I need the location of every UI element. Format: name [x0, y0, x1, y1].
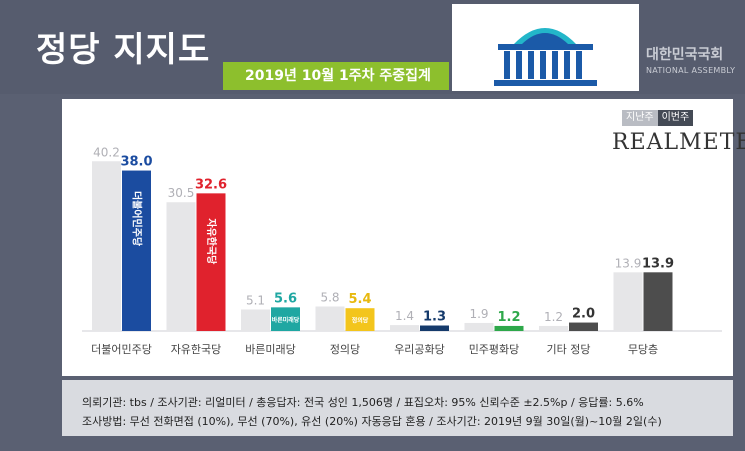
page-title: 정당 지지도: [36, 30, 211, 70]
realmeter-logo: REALMETER: [612, 130, 745, 155]
bar-current-week: [494, 325, 524, 331]
bar-previous-week: [166, 202, 196, 331]
legend-current-week: 이번주: [657, 110, 694, 126]
bar-previous-week: [464, 322, 494, 331]
assembly-name-korean: 대한민국국회: [646, 47, 724, 63]
party-support-bar-chart: 40.238.0더불어민주당더불어민주당30.532.6자유한국당자유한국당5.…: [82, 145, 722, 356]
bar-current-week: [643, 272, 673, 331]
party-logo-text: 더불어민주당: [131, 191, 144, 247]
data-label-current-week: 1.3: [423, 310, 446, 325]
data-label-current-week: 38.0: [120, 155, 152, 170]
national-assembly-logo-panel: [452, 4, 639, 91]
bar-previous-week: [315, 306, 345, 331]
category-label: 바른미래당: [245, 343, 296, 356]
data-label-previous-week: 40.2: [93, 145, 120, 159]
bar-current-week: [345, 308, 375, 331]
data-label-current-week: 13.9: [642, 256, 674, 271]
legend: 지난주 이번주: [622, 110, 694, 126]
survey-info-footer: 의뢰기관: tbs / 조사기관: 리얼미터 / 총응답자: 전국 성인 1,5…: [62, 380, 733, 436]
bar-previous-week: [539, 325, 568, 331]
bar-current-week: [271, 307, 300, 331]
data-label-current-week: 32.6: [195, 177, 227, 192]
legend-previous-week: 지난주: [622, 110, 658, 126]
bar-previous-week: [92, 161, 121, 331]
category-label: 민주평화당: [469, 343, 520, 356]
party-logo-text: 바른미래당: [272, 316, 300, 324]
bar-current-week: [122, 170, 151, 331]
category-label: 우리공화당: [394, 343, 445, 356]
party-logo-text: 정의당: [352, 317, 369, 325]
category-label: 더불어민주당: [91, 343, 152, 356]
data-label-previous-week: 1.4: [395, 309, 414, 323]
national-assembly-text: 대한민국국회 NATIONAL ASSEMBLY: [646, 44, 741, 75]
survey-info-line-2: 조사방법: 무선 전화면접 (10%), 무선 (70%), 유선 (20%) …: [82, 415, 662, 428]
bar-current-week: [196, 193, 226, 331]
bar-previous-week: [613, 272, 643, 331]
data-label-current-week: 1.2: [497, 310, 520, 325]
party-logo-text: 자유한국당: [205, 218, 218, 265]
category-label: 자유한국당: [171, 343, 222, 356]
bar-current-week: [420, 325, 449, 331]
bar-previous-week: [241, 309, 270, 331]
national-assembly-building-icon: [494, 28, 597, 86]
data-label-previous-week: 13.9: [615, 256, 642, 270]
data-label-previous-week: 1.2: [544, 310, 563, 324]
assembly-name-english: NATIONAL ASSEMBLY: [646, 66, 736, 75]
data-label-previous-week: 1.9: [469, 307, 488, 321]
survey-period-ribbon: 2019년 10월 1주차 주중집계: [223, 62, 449, 90]
data-label-previous-week: 5.1: [246, 293, 265, 307]
category-label: 무당층: [628, 343, 658, 356]
data-label-previous-week: 5.8: [320, 291, 339, 305]
data-label-current-week: 2.0: [572, 307, 595, 322]
bar-previous-week: [390, 325, 419, 331]
survey-info-line-1: 의뢰기관: tbs / 조사기관: 리얼미터 / 총응답자: 전국 성인 1,5…: [82, 396, 644, 409]
data-label-current-week: 5.4: [348, 292, 371, 307]
data-label-current-week: 5.6: [274, 291, 297, 306]
bar-current-week: [569, 322, 598, 331]
chart-panel: 40.2 38.0 더불어민주당 더불어민주당 30.5 32.6 자유한국당 자유한국당 5.…: [62, 99, 733, 376]
data-label-previous-week: 30.5: [168, 186, 195, 200]
category-label: 정의당: [330, 343, 360, 356]
category-label: 기타 정당: [547, 343, 591, 356]
